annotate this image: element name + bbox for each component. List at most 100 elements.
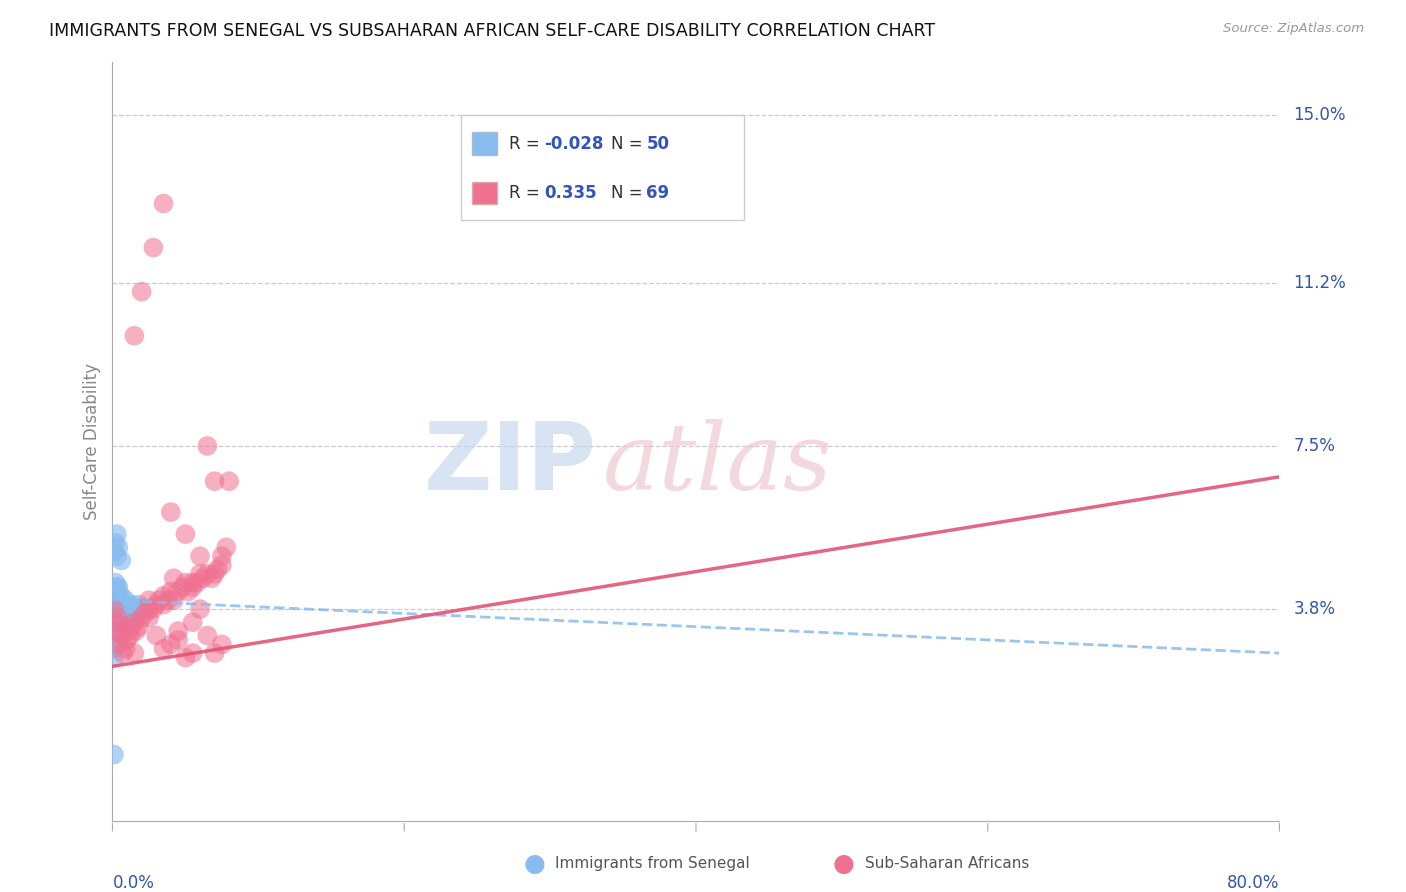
Point [211, 637, 233, 651]
Point [104, 536, 127, 550]
Point [128, 620, 150, 634]
Text: 15.0%: 15.0% [1294, 106, 1346, 124]
Point [107, 598, 129, 612]
Point [127, 602, 149, 616]
Text: 0.0%: 0.0% [112, 873, 155, 891]
Point [120, 598, 142, 612]
Point [174, 575, 197, 590]
Point [105, 580, 128, 594]
Point [186, 575, 208, 590]
Point [215, 541, 238, 555]
Text: atlas: atlas [603, 419, 832, 509]
Text: -0.028: -0.028 [544, 135, 603, 153]
Point [107, 541, 129, 555]
Point [104, 589, 127, 603]
Point [138, 611, 160, 625]
Point [110, 553, 132, 567]
Point [148, 593, 170, 607]
Point [103, 611, 125, 625]
Point [163, 593, 186, 607]
Point [131, 611, 153, 625]
Point [104, 632, 127, 647]
Point [218, 474, 240, 488]
Point [107, 611, 129, 625]
Text: 0.335: 0.335 [544, 184, 596, 202]
Text: R =: R = [509, 184, 544, 202]
Point [104, 607, 127, 621]
Point [105, 527, 128, 541]
Point [131, 285, 153, 299]
Point [115, 607, 138, 621]
Text: ZIP: ZIP [423, 418, 596, 510]
Point [174, 650, 197, 665]
Point [201, 571, 224, 585]
Point [108, 593, 131, 607]
Point [112, 615, 135, 630]
Point [103, 584, 125, 599]
Point [167, 584, 190, 599]
Point [188, 566, 211, 581]
Point [104, 620, 127, 634]
Point [103, 602, 125, 616]
Point [114, 641, 136, 656]
Point [110, 628, 132, 642]
Point [145, 628, 167, 642]
Point [142, 602, 165, 616]
Point [124, 615, 146, 630]
Point [118, 628, 141, 642]
Point [128, 598, 150, 612]
Text: R =: R = [509, 135, 544, 153]
Point [103, 593, 125, 607]
Text: ●: ● [523, 852, 546, 875]
Point [181, 575, 204, 590]
Point [177, 584, 200, 599]
Point [104, 575, 127, 590]
Point [124, 607, 146, 621]
Point [211, 549, 233, 563]
Point [103, 641, 125, 656]
Point [104, 598, 127, 612]
Text: N =: N = [612, 135, 648, 153]
Point [111, 646, 134, 660]
Text: 50: 50 [647, 135, 669, 153]
Text: 3.8%: 3.8% [1294, 600, 1336, 618]
Point [188, 549, 211, 563]
Point [108, 624, 131, 639]
Text: 7.5%: 7.5% [1294, 437, 1336, 455]
Point [117, 602, 139, 616]
Text: ●: ● [832, 852, 855, 875]
Point [110, 602, 132, 616]
Point [111, 598, 134, 612]
Point [138, 593, 160, 607]
Point [191, 571, 214, 585]
Point [105, 624, 128, 639]
Point [124, 646, 146, 660]
Point [204, 474, 226, 488]
Point [111, 611, 134, 625]
Point [107, 589, 129, 603]
Point [181, 580, 204, 594]
Point [207, 562, 229, 576]
Point [134, 607, 156, 621]
Point [117, 624, 139, 639]
Point [138, 602, 160, 616]
Point [120, 620, 142, 634]
Point [105, 602, 128, 616]
Point [112, 602, 135, 616]
Point [105, 549, 128, 563]
Point [131, 602, 153, 616]
Point [108, 637, 131, 651]
Point [152, 598, 174, 612]
Point [181, 615, 204, 630]
Point [195, 439, 218, 453]
Point [115, 632, 138, 647]
Point [167, 632, 190, 647]
Point [152, 196, 174, 211]
Point [211, 558, 233, 572]
Text: Sub-Saharan Africans: Sub-Saharan Africans [865, 856, 1029, 871]
Point [114, 593, 136, 607]
Point [204, 566, 226, 581]
Point [103, 602, 125, 616]
Point [160, 637, 183, 651]
Point [181, 646, 204, 660]
